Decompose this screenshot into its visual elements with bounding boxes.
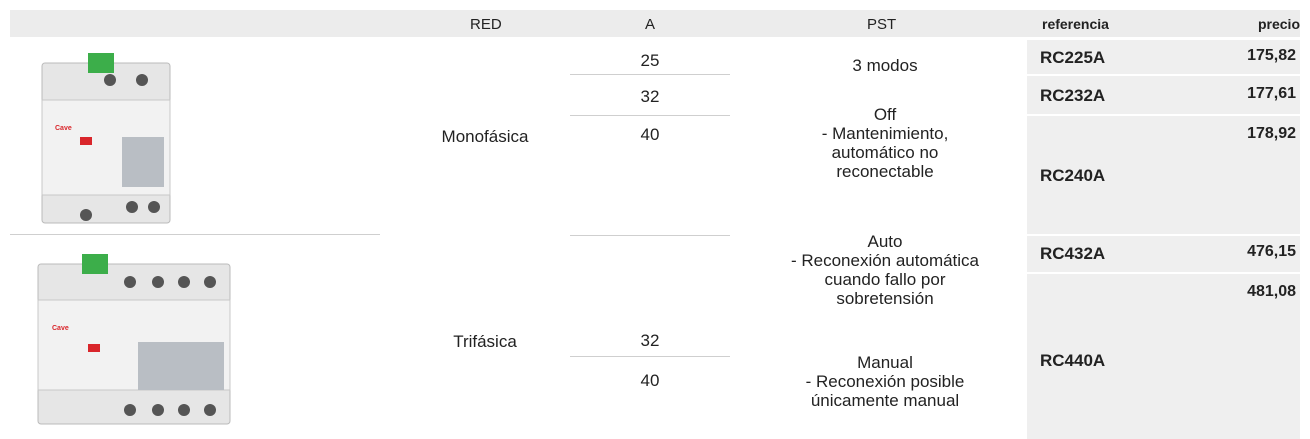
amp-cell: 40 bbox=[640, 371, 660, 390]
red-cell: Monofásica bbox=[441, 127, 529, 146]
pst-line: automático no bbox=[831, 143, 939, 162]
header-red: RED bbox=[470, 16, 502, 33]
svg-text:Cave: Cave bbox=[52, 325, 69, 332]
amp-cell: 25 bbox=[640, 51, 660, 70]
pst-line: reconectable bbox=[836, 162, 934, 181]
pst-line: únicamente manual bbox=[810, 391, 960, 410]
header-pst: PST bbox=[867, 16, 897, 33]
referencia: RC225A bbox=[1040, 48, 1106, 67]
pst-line: Manual bbox=[857, 353, 913, 372]
amp-cell: 32 bbox=[640, 87, 660, 106]
ref-cell bbox=[1027, 116, 1300, 234]
ref-cell bbox=[1027, 236, 1300, 272]
header-referencia: referencia bbox=[1042, 16, 1109, 32]
pst-line: - Reconexión posible bbox=[805, 372, 965, 391]
header-precio: precio bbox=[1257, 16, 1300, 32]
precio: 175,82 bbox=[1247, 47, 1296, 64]
product-image: Cave bbox=[41, 53, 171, 224]
precio: 177,61 bbox=[1247, 85, 1296, 102]
pst-line: cuando fallo por bbox=[824, 270, 946, 289]
pst-line: - Reconexión automática bbox=[790, 251, 980, 270]
pst-line: Off bbox=[873, 105, 897, 124]
precio: 178,92 bbox=[1247, 125, 1296, 142]
ref-cell bbox=[1027, 76, 1300, 114]
cell-separator bbox=[570, 74, 730, 75]
svg-text:Cave: Cave bbox=[55, 125, 72, 132]
referencia: RC440A bbox=[1040, 351, 1106, 370]
cell-separator bbox=[570, 356, 730, 357]
precio: 476,15 bbox=[1247, 243, 1296, 260]
ref-cell bbox=[1027, 40, 1300, 74]
product-image: Cave bbox=[37, 254, 231, 425]
amp-cell: 32 bbox=[640, 331, 660, 350]
referencia: RC232A bbox=[1040, 86, 1106, 105]
pst-line: 3 modos bbox=[852, 56, 918, 75]
header-a: A bbox=[645, 16, 656, 33]
ref-cell bbox=[1027, 274, 1300, 439]
pst-line: Auto bbox=[867, 232, 903, 251]
pst-line: sobretensión bbox=[836, 289, 934, 308]
red-cell: Trifásica bbox=[453, 332, 517, 351]
pst-line: - Mantenimiento, bbox=[821, 124, 949, 143]
header-bar bbox=[10, 10, 1300, 37]
referencia: RC432A bbox=[1040, 244, 1106, 263]
amp-cell: 40 bbox=[640, 125, 660, 144]
cell-separator bbox=[570, 115, 730, 116]
cell-separator bbox=[570, 235, 730, 236]
row-separator bbox=[10, 234, 380, 235]
precio: 481,08 bbox=[1247, 283, 1296, 300]
referencia: RC240A bbox=[1040, 166, 1106, 185]
